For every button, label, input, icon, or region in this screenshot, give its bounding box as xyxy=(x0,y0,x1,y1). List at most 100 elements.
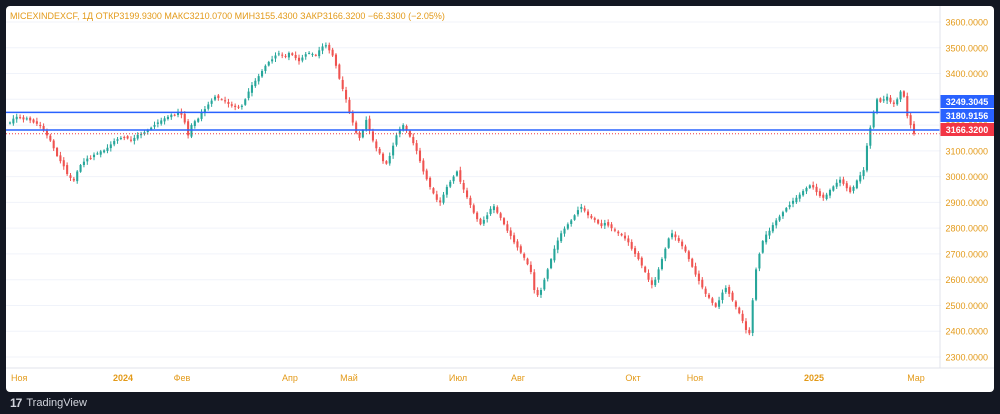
ohlc-legend: MICEXINDEXCF, 1Д ОТКР3199.9300 МАКС3210.… xyxy=(10,11,445,21)
candle-body xyxy=(86,158,89,162)
price-tag-label: 3249.3045 xyxy=(946,97,989,107)
candle-body xyxy=(42,126,45,131)
candle-body xyxy=(506,224,509,231)
candle-body xyxy=(119,137,122,139)
candle-body xyxy=(644,266,647,272)
candle-body xyxy=(133,137,136,141)
candle-body xyxy=(718,300,721,307)
candlestick-chart[interactable]: 3600.00003500.00003400.00003300.00003200… xyxy=(6,6,994,392)
candle-body xyxy=(116,139,119,141)
candle-body xyxy=(664,248,667,259)
candle-body xyxy=(684,246,687,252)
candle-body xyxy=(324,45,327,47)
candle-body xyxy=(623,235,627,239)
candle-body xyxy=(603,223,606,226)
candle-body xyxy=(388,156,391,164)
candle-body xyxy=(345,89,348,100)
y-tick-label: 3600.0000 xyxy=(945,18,988,28)
candle-body xyxy=(435,194,438,200)
candle-body xyxy=(486,215,489,219)
candle-body xyxy=(321,46,324,51)
candle-body xyxy=(570,220,573,224)
candle-body xyxy=(136,134,139,139)
candle-body xyxy=(25,118,28,120)
candle-body xyxy=(902,91,905,97)
candle-body xyxy=(166,116,169,119)
candle-body xyxy=(798,194,801,199)
candle-body xyxy=(19,117,22,119)
candle-body xyxy=(385,161,388,164)
candle-body xyxy=(613,229,616,231)
candle-body xyxy=(244,99,247,105)
candle-body xyxy=(489,208,492,215)
y-tick-label: 2300.0000 xyxy=(945,353,988,363)
y-tick-label: 2700.0000 xyxy=(945,249,988,259)
candle-body xyxy=(892,102,895,104)
candle-body xyxy=(412,136,415,144)
candle-body xyxy=(657,269,660,280)
candle-body xyxy=(523,253,526,258)
candle-body xyxy=(472,205,475,213)
candle-body xyxy=(815,186,818,193)
candle-body xyxy=(583,208,586,211)
candle-body xyxy=(227,101,230,104)
candle-body xyxy=(711,298,714,303)
candle-body xyxy=(264,65,267,71)
candle-body xyxy=(257,76,260,82)
candle-body xyxy=(331,49,334,56)
candle-body xyxy=(49,135,52,141)
change-value: −66.3300 (−2.05%) xyxy=(368,11,445,21)
candle-body xyxy=(355,122,358,133)
candle-body xyxy=(271,59,274,62)
candle-body xyxy=(445,186,448,195)
candle-body xyxy=(381,153,385,162)
tradingview-logo[interactable]: 17 TradingView xyxy=(10,396,87,410)
candle-body xyxy=(66,165,69,175)
candle-body xyxy=(906,96,909,117)
candle-body xyxy=(304,54,307,57)
candle-body xyxy=(543,279,546,290)
candle-body xyxy=(220,99,223,101)
candle-body xyxy=(82,161,85,166)
candle-body xyxy=(392,145,395,156)
candle-body xyxy=(375,141,378,149)
candle-body xyxy=(368,118,371,131)
candle-body xyxy=(728,287,731,294)
candle-body xyxy=(213,96,217,100)
candle-body xyxy=(586,211,590,216)
candle-body xyxy=(839,179,842,183)
candle-body xyxy=(550,259,553,269)
candle-body xyxy=(146,130,149,132)
candle-body xyxy=(469,197,472,205)
candle-body xyxy=(808,185,811,188)
candle-body xyxy=(872,112,875,128)
candle-body xyxy=(459,170,462,182)
candle-body xyxy=(667,238,670,248)
candle-body xyxy=(210,100,213,104)
candle-body xyxy=(889,97,892,102)
candle-body xyxy=(496,207,499,213)
candle-body xyxy=(859,175,862,182)
candle-body xyxy=(620,233,623,236)
level-price-tag xyxy=(940,95,994,108)
candle-body xyxy=(429,177,432,187)
candle-body xyxy=(267,61,270,66)
chart-panel[interactable]: 3600.00003500.00003400.00003300.00003200… xyxy=(6,6,994,392)
y-tick-label: 3400.0000 xyxy=(945,69,988,79)
candle-body xyxy=(402,125,405,131)
close-price-tag xyxy=(940,123,994,136)
candle-body xyxy=(365,119,368,130)
candle-body xyxy=(660,259,663,270)
candle-body xyxy=(106,147,109,151)
candle-body xyxy=(882,99,885,101)
y-tick-label: 2600.0000 xyxy=(945,275,988,285)
candle-body xyxy=(610,224,613,229)
candle-body xyxy=(795,197,798,203)
candle-body xyxy=(341,79,344,89)
candle-body xyxy=(439,200,442,203)
brand-name: TradingView xyxy=(26,397,87,409)
candle-body xyxy=(291,53,294,55)
candle-body xyxy=(301,57,304,61)
level-price-tag xyxy=(940,109,994,122)
high-value: 3210.0700 xyxy=(190,11,235,21)
